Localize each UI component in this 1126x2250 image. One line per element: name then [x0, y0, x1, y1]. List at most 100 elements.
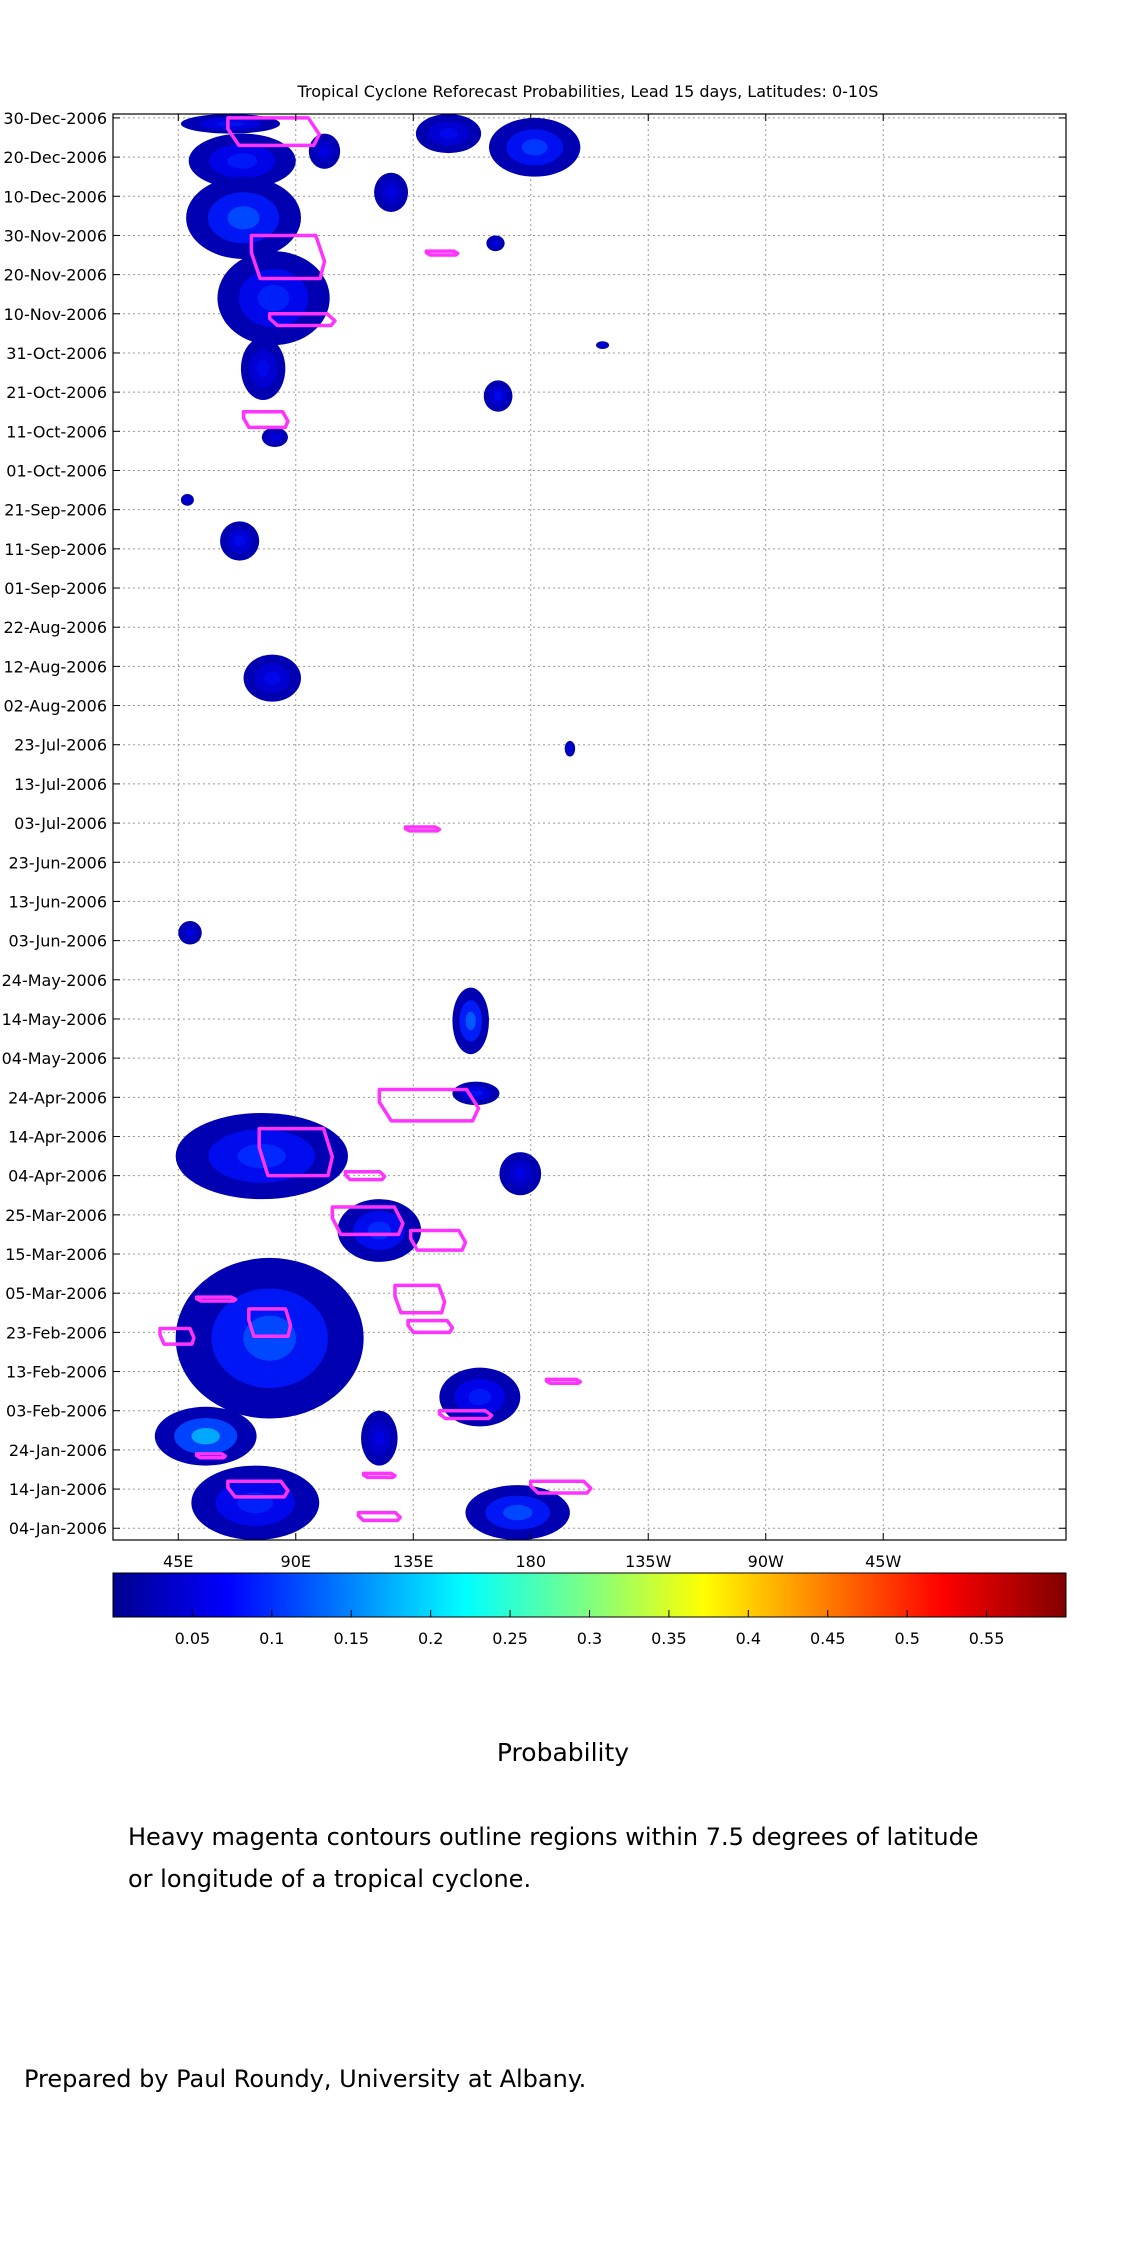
x-tick-label: 90W	[748, 1552, 784, 1571]
probability-region-peak	[216, 121, 245, 127]
cyclone-contour	[158, 1326, 196, 1346]
y-tick-label: 12-Aug-2006	[3, 657, 107, 676]
cyclone-contours	[158, 116, 593, 1523]
y-tick-label: 30-Dec-2006	[3, 109, 107, 128]
probability-region-peak	[264, 671, 281, 685]
note-line-1: Heavy magenta contours outline regions w…	[128, 1823, 979, 1851]
colorbar-tick-label: 0.3	[577, 1629, 602, 1648]
cyclone-contour	[343, 1169, 387, 1182]
x-tick-label: 90E	[281, 1552, 311, 1571]
hovmoller-chart: Tropical Cyclone Reforecast Probabilitie…	[2, 82, 1067, 1648]
y-tick-label: 02-Aug-2006	[3, 697, 107, 716]
probability-region-peak	[320, 146, 329, 157]
colorbar-tick-label: 0.05	[175, 1629, 211, 1648]
y-tick-label: 13-Jun-2006	[8, 892, 107, 911]
cyclone-contour	[257, 1126, 335, 1178]
cyclone-contour	[330, 1205, 405, 1237]
y-tick-label: 03-Jul-2006	[14, 814, 107, 833]
colorbar-gradient	[112, 1572, 1067, 1618]
y-tick-label: 10-Dec-2006	[3, 187, 107, 206]
y-tick-label: 30-Nov-2006	[4, 226, 107, 245]
y-tick-label: 25-Mar-2006	[5, 1206, 107, 1225]
y-axis: 30-Dec-2006 20-Dec-2006 10-Dec-2006 30-Nov-…	[2, 109, 1066, 1538]
probability-region-peak	[600, 344, 605, 347]
y-tick-label: 23-Feb-2006	[6, 1323, 107, 1342]
colorbar: 0.05 0.1 0.15 0.2 0.25 0.3 0.35 0.4 0.45 0.5 0.55	[112, 1572, 1067, 1648]
y-tick-label: 01-Oct-2006	[6, 462, 107, 481]
probability-region-peak	[468, 1388, 492, 1406]
cyclone-contour	[544, 1377, 583, 1386]
cyclone-contour	[403, 825, 442, 833]
y-tick-label: 21-Oct-2006	[6, 383, 107, 402]
y-tick-label: 14-Apr-2006	[8, 1127, 107, 1146]
colorbar-tick-label: 0.1	[259, 1629, 284, 1648]
y-tick-label: 22-Aug-2006	[3, 618, 107, 637]
colorbar-tick-label: 0.45	[810, 1629, 846, 1648]
probability-region-peak	[243, 1315, 296, 1361]
cyclone-contour	[247, 1307, 293, 1339]
probability-region-peak	[568, 746, 572, 751]
colorbar-tick-label: 0.4	[736, 1629, 761, 1648]
cyclone-contour	[356, 1510, 402, 1523]
probability-region-peak	[234, 535, 246, 547]
probability-region-peak	[386, 186, 396, 198]
y-tick-label: 15-Mar-2006	[5, 1245, 107, 1264]
cyclone-contour	[267, 312, 337, 328]
x-tick-label: 135W	[625, 1552, 672, 1571]
cyclone-contour	[406, 1318, 455, 1335]
y-tick-label: 04-Jan-2006	[9, 1519, 107, 1538]
cyclone-contour	[377, 1087, 481, 1123]
y-tick-label: 23-Jul-2006	[14, 736, 107, 755]
probability-region-peak	[191, 1427, 220, 1445]
y-tick-label: 10-Nov-2006	[4, 305, 107, 324]
cyclone-contour	[226, 1479, 290, 1499]
probability-region-peak	[492, 241, 499, 246]
cyclone-contour	[226, 116, 322, 148]
y-tick-label: 21-Sep-2006	[4, 501, 107, 520]
colorbar-tick-label: 0.35	[651, 1629, 687, 1648]
probability-region-peak	[367, 1221, 392, 1240]
y-tick-label: 11-Oct-2006	[6, 422, 107, 441]
y-tick-label: 04-Apr-2006	[8, 1167, 107, 1186]
colorbar-tick-label: 0.55	[969, 1629, 1005, 1648]
probability-region-peak	[503, 1504, 533, 1521]
y-tick-label: 04-May-2006	[2, 1049, 107, 1068]
probability-region-peak	[227, 206, 260, 230]
y-tick-label: 03-Feb-2006	[6, 1402, 107, 1421]
y-tick-label: 13-Feb-2006	[6, 1363, 107, 1382]
note-line-2: or longitude of a tropical cyclone.	[128, 1865, 532, 1893]
probability-region-peak	[186, 929, 194, 937]
probability-regions	[154, 113, 610, 1540]
colorbar-tick-label: 0.5	[894, 1629, 919, 1648]
y-tick-label: 14-Jan-2006	[9, 1480, 107, 1499]
cyclone-contour	[361, 1471, 397, 1480]
colorbar-label: Probability	[496, 1738, 630, 1767]
x-axis: 45E 90E 135E 180 135W 90W 45W	[163, 114, 901, 1571]
probability-region-peak	[514, 1167, 527, 1180]
cyclone-contour	[529, 1479, 593, 1495]
y-tick-label: 11-Sep-2006	[4, 540, 107, 559]
probability-region-peak	[494, 391, 503, 401]
x-tick-label: 45E	[163, 1552, 193, 1571]
cyclone-contour	[437, 1408, 494, 1421]
probability-region-peak	[374, 1430, 385, 1446]
x-tick-label: 180	[515, 1552, 546, 1571]
colorbar-ticks: 0.05 0.1 0.15 0.2 0.25 0.3 0.35 0.4 0.45 0.5 0.55	[175, 1610, 1005, 1648]
y-tick-label: 31-Oct-2006	[6, 344, 107, 363]
y-tick-label: 01-Sep-2006	[4, 579, 107, 598]
probability-region-peak	[257, 284, 290, 312]
y-tick-label: 24-May-2006	[2, 971, 107, 990]
probability-region-peak	[271, 434, 279, 440]
probability-region-peak	[521, 139, 548, 156]
y-tick-label: 24-Jan-2006	[9, 1441, 107, 1460]
cyclone-contour	[393, 1283, 447, 1315]
credit-line: Prepared by Paul Roundy, University at A…	[24, 2065, 587, 2093]
cyclone-contour	[424, 249, 460, 257]
colorbar-tick-label: 0.15	[333, 1629, 369, 1648]
probability-region-peak	[439, 128, 458, 140]
plot-frame	[112, 113, 1067, 1541]
y-tick-label: 24-Apr-2006	[8, 1088, 107, 1107]
colorbar-tick-label: 0.25	[492, 1629, 528, 1648]
y-tick-label: 13-Jul-2006	[14, 775, 107, 794]
probability-region-peak	[465, 1011, 476, 1031]
